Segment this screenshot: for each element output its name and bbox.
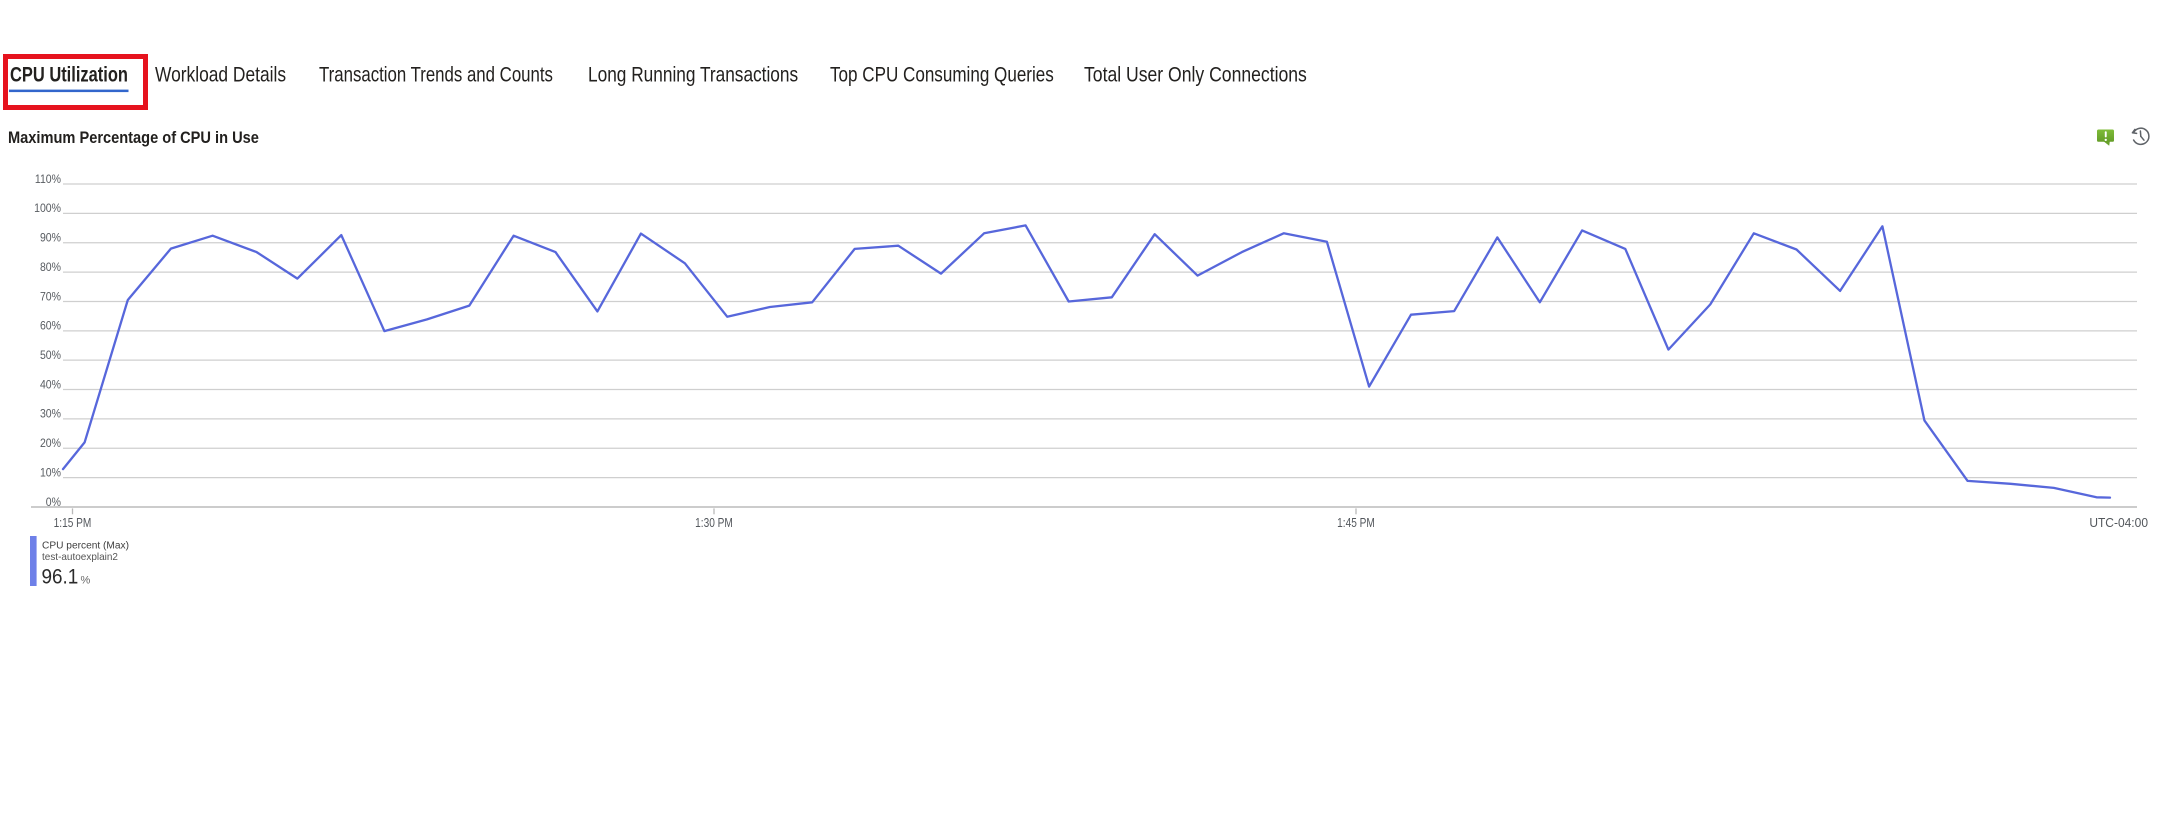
svg-text:10%: 10% <box>40 467 61 480</box>
svg-text:1:30 PM: 1:30 PM <box>695 517 733 530</box>
svg-text:1:45 PM: 1:45 PM <box>1337 517 1375 530</box>
svg-text:Maximum Percentage of CPU in U: Maximum Percentage of CPU in Use <box>8 129 259 147</box>
svg-text:Long Running Transactions: Long Running Transactions <box>588 64 798 87</box>
svg-text:60%: 60% <box>40 320 61 333</box>
svg-text:1:15 PM: 1:15 PM <box>54 517 92 530</box>
svg-text:%: % <box>81 575 91 587</box>
svg-text:30%: 30% <box>40 408 61 421</box>
svg-text:100%: 100% <box>34 203 61 216</box>
svg-text:0%: 0% <box>46 496 61 509</box>
svg-text:96.1: 96.1 <box>42 566 79 589</box>
svg-text:110%: 110% <box>35 173 61 186</box>
svg-text:UTC-04:00: UTC-04:00 <box>2089 516 2148 530</box>
svg-text:40%: 40% <box>40 379 61 392</box>
svg-text:CPU Utilization: CPU Utilization <box>10 63 128 86</box>
svg-text:test-autoexplain2: test-autoexplain2 <box>42 552 118 563</box>
svg-text:Top CPU Consuming Queries: Top CPU Consuming Queries <box>830 64 1054 87</box>
svg-text:50%: 50% <box>40 350 61 363</box>
svg-text:Total User Only Connections: Total User Only Connections <box>1084 63 1307 87</box>
svg-text:Transaction Trends and Counts: Transaction Trends and Counts <box>319 64 553 87</box>
svg-text:70%: 70% <box>40 291 61 304</box>
svg-text:20%: 20% <box>40 438 61 451</box>
svg-text:CPU percent (Max): CPU percent (Max) <box>42 540 129 551</box>
svg-text:Workload Details: Workload Details <box>155 64 286 87</box>
svg-text:80%: 80% <box>40 261 61 274</box>
svg-text:90%: 90% <box>40 232 61 245</box>
